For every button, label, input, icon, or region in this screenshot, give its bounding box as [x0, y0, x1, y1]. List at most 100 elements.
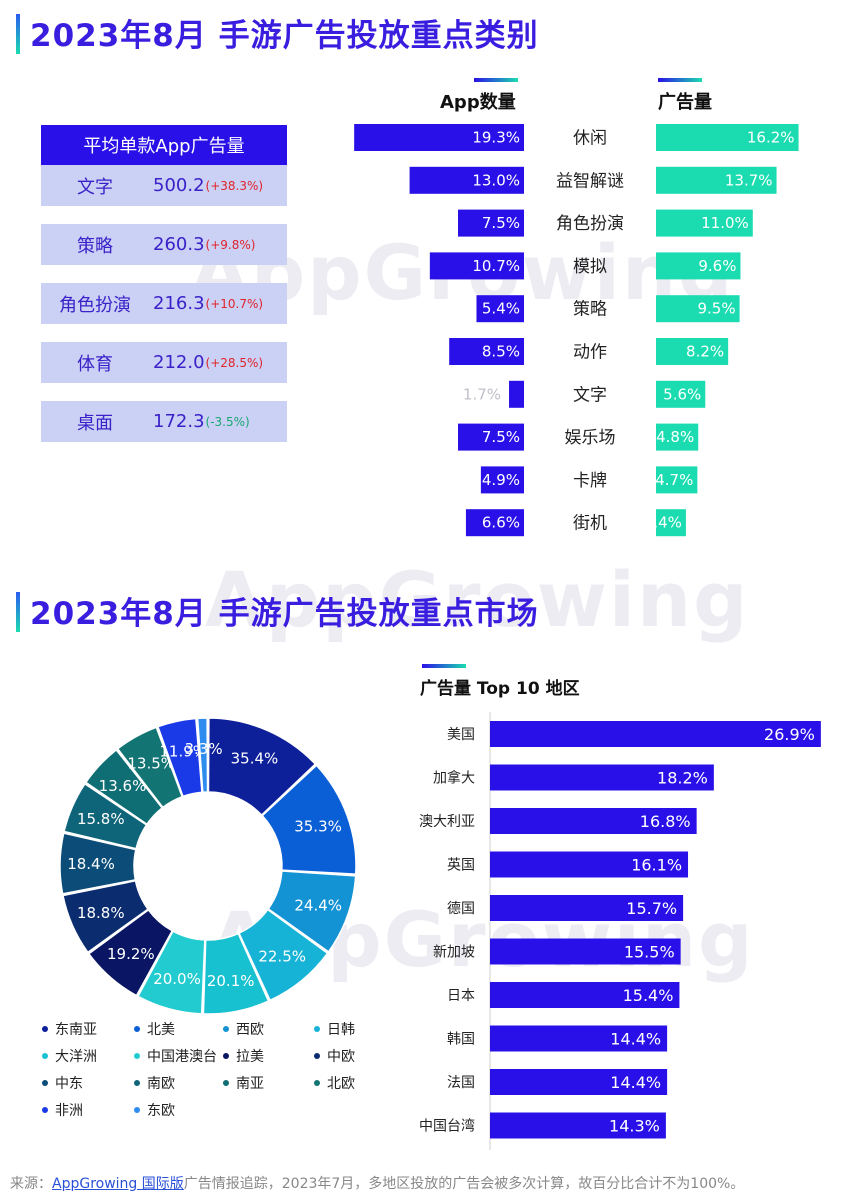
data-label-app-count: 10.7%: [472, 257, 520, 275]
region-bar: [490, 1069, 668, 1095]
legend-swatch: [223, 1080, 229, 1086]
legend-swatch: [223, 1053, 229, 1059]
avg-row-value: 216.3: [153, 293, 205, 314]
section1-title: 2023年8月 手游广告投放重点类别: [30, 18, 539, 54]
donut-slice-label: 18.4%: [67, 855, 115, 873]
donut-slice-label: 18.8%: [77, 904, 125, 922]
region-bar: [490, 895, 684, 921]
bar-app-count: [480, 466, 524, 494]
data-label-ad-volume: 11.0%: [701, 214, 749, 232]
bar-app-count: [458, 209, 524, 237]
avg-row-value: 212.0: [153, 352, 205, 373]
legend-bar-app-count: [474, 78, 518, 82]
avg-row-change: (+10.7%): [205, 296, 264, 311]
source-link[interactable]: AppGrowing 国际版: [52, 1176, 184, 1192]
legend-label: 南欧: [147, 1076, 175, 1092]
avg-row-category: 体育: [77, 353, 113, 375]
data-label-ad-volume: 9.6%: [698, 257, 736, 275]
region-category-label: 德国: [447, 901, 475, 917]
donut-legend-item: 北欧: [314, 1073, 355, 1093]
top10-chart-title: 广告量 Top 10 地区: [420, 679, 580, 699]
bar-ad-volume: [656, 209, 753, 237]
donut-slice: [267, 870, 357, 953]
data-label-app-count: 7.5%: [482, 214, 520, 232]
data-label-ad-volume: 4.8%: [656, 428, 694, 446]
donut-slice-label: 20.1%: [207, 972, 255, 990]
legend-label: 日韩: [327, 1022, 355, 1038]
avg-table-row: 策略 260.3 (+9.8%): [41, 224, 287, 265]
donut-slice: [196, 717, 209, 793]
region-category-label: 法国: [447, 1075, 475, 1091]
region-bar: [490, 808, 697, 834]
category-label: 动作: [573, 343, 607, 363]
legend-label: 北美: [147, 1022, 175, 1038]
avg-row-value: 500.2: [153, 175, 205, 196]
donut-slice-label: 13.5%: [127, 755, 175, 773]
legend-label: 拉美: [236, 1049, 264, 1065]
region-bar-label: 18.2%: [657, 769, 708, 788]
donut-legend-item: 中国港澳台: [134, 1046, 217, 1066]
donut-legend-item: 北美: [134, 1019, 175, 1039]
region-category-label: 日本: [447, 988, 475, 1004]
bar-ad-volume: [656, 466, 698, 494]
category-label: 休闲: [573, 129, 607, 149]
data-label-ad-volume: 3.4%: [644, 514, 682, 532]
region-bar-label: 16.1%: [631, 856, 682, 875]
donut-slice-label: 22.5%: [258, 947, 306, 965]
bar-app-count: [429, 252, 524, 280]
donut-slice: [59, 832, 137, 895]
avg-table-header: 平均单款App广告量: [41, 125, 287, 165]
region-bar-label: 16.8%: [640, 812, 691, 831]
bar-ad-volume: [656, 295, 740, 323]
region-bar-label: 15.4%: [623, 986, 674, 1005]
data-label-ad-volume: 8.2%: [686, 343, 724, 361]
legend-label: 中欧: [327, 1049, 355, 1065]
source-prefix: 来源：: [10, 1176, 52, 1192]
legend-label: 东欧: [147, 1103, 175, 1119]
region-bar: [490, 1112, 666, 1139]
donut-slice: [207, 717, 317, 817]
region-category-label: 美国: [447, 727, 475, 743]
category-label: 策略: [573, 300, 607, 320]
avg-row-change: (+28.5%): [205, 355, 264, 370]
data-label-ad-volume: 4.7%: [655, 471, 693, 489]
bar-ad-volume: [656, 423, 699, 451]
bar-ad-volume: [656, 338, 729, 365]
legend-swatch: [223, 1026, 229, 1032]
donut-slice-label: 13.6%: [99, 777, 147, 795]
donut-legend-item: 非洲: [42, 1100, 83, 1120]
donut-slice-label: 35.3%: [294, 817, 342, 835]
region-bar: [490, 721, 821, 747]
region-category-label: 澳大利亚: [419, 814, 475, 830]
data-label-ad-volume: 9.5%: [697, 300, 735, 318]
region-bar: [490, 938, 681, 965]
donut-slice: [116, 726, 184, 809]
donut-slice: [261, 764, 357, 875]
bar-ad-volume: [656, 380, 706, 408]
region-bar-label: 15.7%: [626, 899, 677, 918]
avg-row-category: 角色扮演: [59, 294, 131, 316]
category-label: 卡牌: [573, 471, 607, 491]
donut-legend-item: 大洋洲: [42, 1046, 97, 1066]
bar-app-count: [409, 166, 524, 194]
legend-label: 南亚: [236, 1076, 264, 1092]
legend-swatch: [314, 1080, 320, 1086]
data-label-ad-volume: 13.7%: [725, 171, 773, 189]
donut-legend-item: 中东: [42, 1073, 83, 1093]
bar-ad-volume: [656, 124, 799, 151]
category-label: 益智解谜: [556, 171, 624, 191]
region-bar: [490, 764, 714, 791]
avg-row-change: (+38.3%): [205, 178, 264, 193]
avg-table-row: 体育 212.0 (+28.5%): [41, 342, 287, 383]
donut-slice: [84, 748, 164, 826]
donut-slice-label: 11.9%: [159, 743, 207, 761]
legend-label: 中国港澳台: [147, 1049, 217, 1065]
legend-swatch: [134, 1107, 140, 1113]
region-bar: [490, 982, 680, 1008]
source-note: 来源：AppGrowing 国际版广告情报追踪，2023年7月，多地区投放的广告…: [10, 1173, 744, 1193]
avg-row-change: (-3.5%): [205, 414, 250, 429]
data-label-app-count: 7.5%: [482, 428, 520, 446]
legend-bar-top10: [422, 664, 466, 668]
avg-row-value: 260.3: [153, 234, 205, 255]
data-label-app-count: 6.6%: [482, 514, 520, 532]
